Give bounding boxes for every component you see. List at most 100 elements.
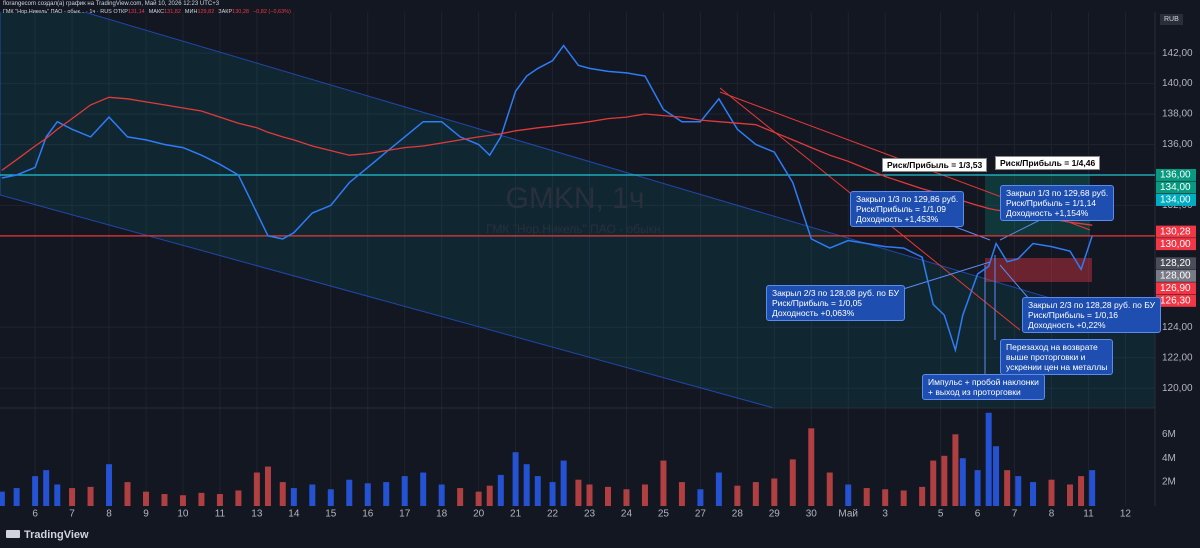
ohlc-label: МИН [184,9,198,15]
x-tick-label: 22 [547,509,559,520]
price-level [1156,225,1196,238]
price-level [1156,238,1196,251]
volume-bar [1015,476,1022,506]
volume-bar [142,491,149,506]
volume-bar [457,488,464,506]
volume-bar [1048,479,1055,506]
volume-bar [54,484,61,506]
x-tick-label: 11 [215,509,226,520]
price-level-label: 126,30 [1160,295,1191,306]
x-tick-label: 21 [510,509,522,520]
volume-bar [697,489,704,506]
price-level [1156,181,1196,194]
x-tick-label: Май [838,509,858,520]
volume-bar [383,482,390,506]
y-tick-label: 138,00 [1162,109,1193,120]
volume-bar [985,412,992,506]
y-tick-label: 136,00 [1162,139,1193,150]
x-tick-label: 25 [658,509,670,520]
x-tick-label: 17 [399,509,411,520]
volume-bar [623,489,630,506]
volume-bar [401,476,408,506]
volume-bar [523,464,530,506]
y-tick-label: 122,00 [1162,352,1193,363]
volume-bar [930,460,937,506]
volume-bar [974,470,981,506]
y-tick-label: 2M [1162,477,1176,488]
x-tick-label: 24 [621,509,633,520]
annotation-line: Риск/Прибыль = 1/0,16 [1028,310,1119,320]
x-tick-label: 20 [473,509,485,520]
connector [899,261,991,291]
x-tick-label: 27 [695,509,707,520]
volume-bar [560,460,567,506]
volume-bar [789,459,796,506]
annotation-line: Риск/Прибыль = 1/1,14 [1006,198,1097,208]
x-tick-label: 10 [177,509,189,520]
credit: florangecom создал(а) график на TradingV… [3,1,220,7]
grid [0,12,1155,506]
x-tick-label: 7 [69,509,75,520]
y-tick-label: 4M [1162,453,1176,464]
volume-bar [420,472,427,506]
volume-bar [678,482,685,506]
volume-bar [919,486,926,506]
annotation-line: выше проторговки и [1006,352,1086,362]
volume-bar [808,428,815,506]
logo[interactable]: TradingView [6,529,89,541]
ohlc-label: МАКС [148,9,165,15]
volume-bar [497,474,504,506]
volume-bar [364,483,371,506]
x-tick-label: 3 [882,509,888,520]
change: −0,82 (−0,63%) [252,9,291,15]
x-tick-label: 12 [1120,509,1132,520]
exchange: RUS [100,9,112,15]
x-tick-label: 6 [975,509,981,520]
x-tick-label: 11 [1083,509,1094,520]
volume-bar [13,488,20,506]
price-line [1,44,1093,354]
volume-bar [941,455,948,506]
x-tick-label: 8 [106,509,112,520]
symbol: ГМК "Нор.Никель" ПАО - обык... [3,9,85,15]
volume-bar [0,491,5,506]
ohlc-label: ЗАКР [218,9,233,15]
volume-bar [486,485,493,506]
volume-bar [993,446,1000,506]
volume-bar [253,472,260,506]
volume-bar [952,434,959,506]
annotation: Закрыл 1/3 по 129,86 руб. Риск/Прибыль = … [850,191,965,227]
volume-bar [1004,470,1011,506]
rr-label: Риск/Прибыль = 1/4,46 [995,156,1101,170]
price-level-label: 128,20 [1160,258,1191,269]
price-level [1156,257,1196,270]
annotation-line: Доходность +1,154% [1006,208,1089,218]
price-level [1156,269,1196,282]
price-level-label: 136,00 [1160,170,1191,181]
watermark: ГМК "Нор.Никель" ПАО - обыкн. [486,222,664,236]
annotation: Импульс + пробой наклонки + выход из прот… [922,374,1045,400]
volume-bar [734,485,741,506]
volume-bar [534,476,541,506]
y-tick-label: 124,00 [1162,322,1193,333]
volume-bar [106,464,113,506]
annotation-line: Закрыл 2/3 по 128,28 руб. по БУ [1028,300,1156,310]
volume-bar [1089,470,1096,506]
y-tick-label: 120,00 [1162,383,1193,394]
volume-bar [752,482,759,506]
x-tick-label: 8 [1049,509,1055,520]
annotation-line: + выход из проторговки [928,387,1021,397]
y-tick-label: 140,00 [1162,78,1193,89]
x-tick-label: 30 [806,509,818,520]
currency[interactable]: RUB [1160,14,1183,25]
x-tick-label: 29 [769,509,781,520]
volume-bar [179,495,186,506]
price-level [1156,168,1196,181]
volume-bar [900,490,907,506]
annotation-line: Доходность +1,453% [856,214,939,224]
volume-bar [327,489,334,506]
annotation: Закрыл 1/3 по 129,68 руб. Риск/Прибыль = … [1000,185,1115,221]
volume-bar [290,488,297,506]
volume-bar [309,484,316,506]
